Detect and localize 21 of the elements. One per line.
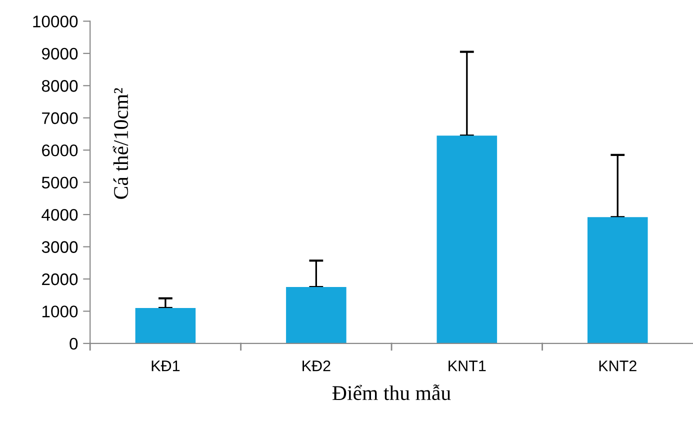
bar — [436, 136, 498, 344]
y-tick-label: 5000 — [42, 176, 78, 189]
y-axis-title: Cá thể/10cm² — [112, 88, 128, 199]
x-tick-label: KĐ1 — [152, 360, 180, 372]
bar — [587, 217, 648, 344]
x-axis-title: Điểm thu mẫu — [332, 384, 451, 400]
x-tick-label: KNT1 — [448, 360, 486, 372]
bar — [135, 308, 196, 344]
y-tick-label: 9000 — [42, 48, 78, 60]
y-tick-label: 7000 — [42, 112, 78, 124]
x-tick-label: KNT2 — [599, 360, 636, 372]
y-tick-label: 6000 — [42, 144, 78, 156]
x-tick-label: KĐ2 — [302, 360, 330, 372]
y-tick-label: 1000 — [42, 306, 78, 318]
y-tick-label: 10000 — [33, 16, 78, 28]
y-tick-label: 2000 — [42, 273, 78, 286]
y-tick-label: 3000 — [42, 241, 78, 253]
y-tick-label: 4000 — [42, 208, 78, 221]
bar — [286, 287, 346, 344]
y-tick-label: 8000 — [42, 80, 78, 92]
y-tick-label: 0 — [70, 338, 78, 350]
